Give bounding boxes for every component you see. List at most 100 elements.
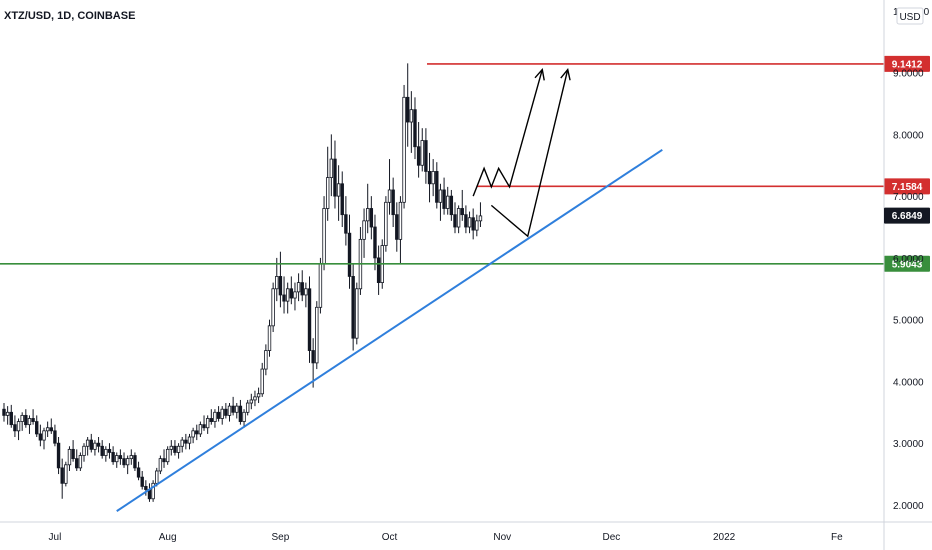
candle-body: [253, 396, 257, 401]
candle: [118, 449, 123, 465]
x-tick-label: Fe: [831, 532, 843, 543]
candle: [213, 409, 217, 428]
candle: [195, 424, 199, 441]
candle: [224, 403, 228, 419]
candle: [325, 146, 330, 221]
candle: [424, 128, 428, 184]
trendline[interactable]: [116, 148, 663, 512]
candle: [220, 406, 224, 425]
candle: [31, 409, 35, 425]
candle: [64, 461, 68, 487]
candle: [216, 406, 221, 422]
candle-body: [53, 430, 57, 444]
candle-body: [129, 455, 133, 460]
candle-body: [125, 458, 130, 466]
y-tick-label: 8.0000: [893, 130, 924, 141]
candle-body: [347, 232, 352, 277]
x-tick-label: Dec: [602, 532, 620, 543]
candle: [71, 440, 75, 462]
candle: [125, 455, 130, 475]
candle: [402, 84, 406, 209]
candle: [9, 404, 13, 428]
candle-body: [224, 408, 228, 416]
candle-body: [325, 177, 330, 209]
candle: [351, 264, 355, 351]
candle: [27, 415, 32, 434]
candle: [245, 399, 250, 416]
candle-body: [275, 276, 279, 290]
candle: [369, 196, 374, 240]
x-tick-label: Aug: [159, 532, 177, 543]
candle: [16, 418, 21, 441]
price-levels[interactable]: 9.1412 7.1584 5.9043: [0, 55, 930, 272]
candle: [478, 202, 483, 228]
candle: [275, 257, 279, 302]
candle-body: [351, 276, 355, 339]
candle-body: [478, 215, 483, 222]
drawings[interactable]: [116, 67, 663, 512]
candle-body: [216, 411, 221, 419]
x-tick-label: Jul: [49, 532, 62, 543]
candle: [391, 177, 395, 228]
candle: [56, 437, 61, 475]
candle: [147, 483, 152, 502]
candle-body: [245, 402, 250, 413]
candle: [53, 424, 57, 447]
candle-body: [180, 439, 184, 447]
candle: [413, 97, 417, 160]
candle: [67, 446, 72, 471]
y-tick-label: 9.0000: [893, 69, 924, 80]
candle-body: [460, 208, 464, 216]
candle-body: [162, 458, 166, 463]
candle: [107, 443, 112, 459]
candle: [453, 202, 457, 234]
candle-body: [318, 263, 323, 308]
currency-label: USD: [899, 12, 920, 23]
candle: [304, 282, 308, 308]
candle-body: [118, 455, 123, 460]
candle: [45, 421, 50, 438]
y-tick-label: 5.0000: [893, 316, 924, 327]
candle: [398, 196, 403, 265]
candle-body: [195, 430, 199, 435]
candle: [329, 134, 334, 197]
candle: [347, 214, 352, 289]
candle-body: [202, 424, 206, 429]
candle: [136, 461, 141, 481]
candle: [13, 415, 17, 438]
candle-body: [344, 214, 348, 234]
candle: [256, 387, 261, 404]
candle-body: [278, 276, 283, 296]
candle: [384, 196, 388, 252]
candle: [24, 409, 28, 428]
candle-body: [198, 424, 203, 435]
projection-path-b[interactable]: [490, 69, 569, 238]
projection-path-a[interactable]: [472, 69, 543, 197]
candle-body: [136, 467, 141, 478]
candle-body: [151, 482, 155, 500]
candle: [435, 162, 439, 209]
candle: [267, 319, 272, 357]
candle: [238, 399, 243, 425]
candle: [449, 189, 454, 221]
candle-body: [45, 427, 50, 432]
candle-body: [16, 421, 21, 432]
candle: [318, 257, 323, 314]
candle: [311, 338, 315, 388]
candle-body: [467, 217, 472, 228]
candle-body: [242, 411, 246, 422]
candle: [151, 480, 155, 502]
candle: [416, 122, 421, 178]
candle: [340, 171, 344, 228]
candle-body: [267, 325, 272, 351]
candle-body: [311, 350, 315, 364]
candles: [2, 63, 483, 502]
candle: [300, 270, 304, 302]
candle: [395, 202, 399, 252]
symbol-title: XTZ/USD, 1D, COINBASE: [4, 10, 136, 22]
candle-body: [89, 439, 93, 450]
candle-body: [365, 208, 370, 222]
candle-body: [144, 486, 148, 490]
